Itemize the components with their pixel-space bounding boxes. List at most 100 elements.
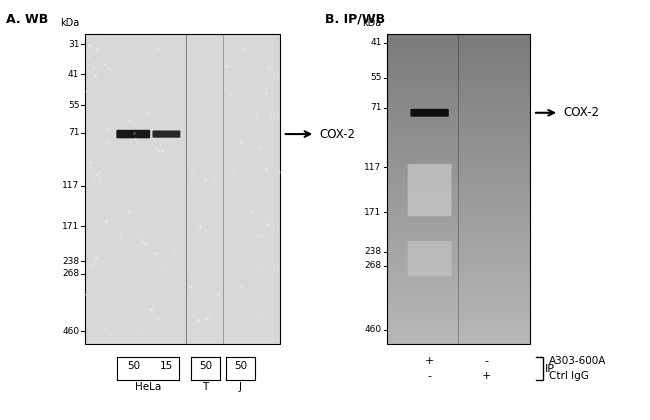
Bar (387, 290, 530, 291)
Bar (387, 43, 530, 45)
Bar (387, 223, 530, 225)
Text: 268: 268 (62, 269, 79, 278)
Text: Ctrl IgG: Ctrl IgG (549, 371, 589, 381)
Bar (387, 169, 530, 171)
Bar (387, 289, 530, 290)
Bar (387, 68, 530, 69)
Bar (387, 83, 530, 85)
Bar (387, 262, 530, 264)
Bar (387, 211, 530, 212)
Bar (387, 107, 530, 108)
Bar (387, 82, 530, 83)
Bar (387, 171, 530, 172)
Bar (387, 116, 530, 118)
Text: 41: 41 (370, 38, 382, 47)
Bar (387, 278, 530, 279)
Bar (387, 134, 530, 136)
Bar (387, 291, 530, 293)
Text: B. IP/WB: B. IP/WB (325, 13, 385, 26)
Bar (387, 282, 530, 284)
Bar (387, 329, 530, 331)
Bar (387, 200, 530, 202)
Bar (387, 279, 530, 281)
Bar (387, 304, 530, 306)
Text: COX-2: COX-2 (320, 128, 356, 141)
Text: +: + (425, 356, 434, 366)
Bar (387, 96, 530, 97)
Bar (387, 287, 530, 289)
Bar (387, 89, 530, 91)
Bar (387, 97, 530, 99)
Bar (387, 275, 530, 276)
Bar (387, 192, 530, 194)
Bar (387, 118, 530, 119)
Text: IP: IP (545, 364, 554, 373)
Bar (84, 34, 280, 344)
Bar (387, 240, 530, 242)
Bar (387, 316, 530, 318)
Bar (387, 34, 530, 35)
Bar (387, 129, 530, 130)
Bar (387, 326, 530, 327)
Text: +: + (482, 371, 491, 381)
Bar (387, 164, 530, 165)
Bar (387, 40, 530, 41)
Bar (387, 142, 530, 144)
Bar (387, 299, 530, 301)
Text: -: - (428, 371, 432, 381)
Bar (387, 207, 530, 209)
Bar (387, 248, 530, 249)
Text: 268: 268 (365, 261, 382, 270)
Text: 50: 50 (234, 361, 247, 371)
Text: 238: 238 (365, 247, 382, 256)
Bar (387, 251, 530, 253)
Bar (387, 178, 530, 180)
Bar (387, 49, 530, 51)
Text: COX-2: COX-2 (564, 106, 599, 119)
Bar (387, 318, 530, 320)
Bar (387, 187, 530, 189)
Bar (387, 332, 530, 333)
Bar (387, 160, 530, 161)
Bar (387, 79, 530, 80)
FancyBboxPatch shape (411, 109, 449, 117)
Bar (387, 69, 530, 71)
Text: 171: 171 (364, 208, 382, 217)
Bar (387, 315, 530, 316)
Bar (387, 231, 530, 233)
Bar (387, 38, 530, 40)
Bar (387, 237, 530, 239)
Bar (387, 156, 530, 158)
Bar (387, 264, 530, 265)
Bar (387, 102, 530, 103)
Bar (387, 298, 530, 299)
Bar (387, 307, 530, 309)
Bar (387, 301, 530, 302)
Text: 171: 171 (62, 222, 79, 231)
Bar (387, 76, 530, 77)
Bar (387, 110, 530, 111)
Bar (387, 149, 530, 150)
Bar (387, 312, 530, 313)
Bar (387, 327, 530, 329)
Bar (387, 320, 530, 321)
Bar (387, 119, 530, 121)
Bar (387, 161, 530, 163)
Bar (387, 302, 530, 304)
Bar (387, 62, 530, 63)
Bar (387, 153, 530, 155)
Bar (387, 34, 530, 344)
Bar (387, 150, 530, 152)
Bar (387, 214, 530, 215)
Bar (387, 180, 530, 181)
Bar (387, 271, 530, 273)
Bar (387, 338, 530, 340)
Bar (387, 57, 530, 58)
Bar (387, 46, 530, 47)
Bar (387, 333, 530, 335)
Bar (387, 259, 530, 260)
Bar (387, 343, 530, 344)
Bar (387, 99, 530, 100)
Bar (387, 158, 530, 160)
Text: 50: 50 (199, 361, 212, 371)
